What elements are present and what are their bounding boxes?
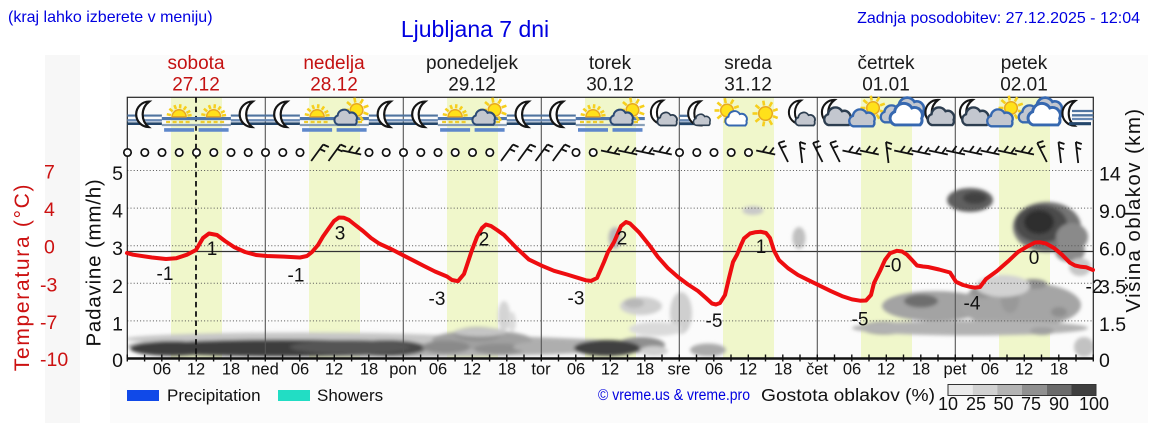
svg-text:18: 18 xyxy=(774,361,792,379)
svg-text:6.0: 6.0 xyxy=(1099,239,1126,261)
svg-text:0: 0 xyxy=(1099,350,1110,372)
svg-text:0: 0 xyxy=(44,237,55,259)
svg-text:1: 1 xyxy=(207,239,218,260)
svg-text:-10: -10 xyxy=(40,349,68,371)
svg-text:čet: čet xyxy=(806,361,828,379)
svg-text:12: 12 xyxy=(739,361,757,379)
svg-text:sre: sre xyxy=(668,361,691,379)
svg-text:30.12: 30.12 xyxy=(586,75,634,96)
svg-text:06: 06 xyxy=(705,361,723,379)
svg-text:pet: pet xyxy=(944,361,967,379)
svg-text:nedelja: nedelja xyxy=(303,53,365,74)
svg-text:9.0: 9.0 xyxy=(1099,201,1126,223)
svg-text:3: 3 xyxy=(335,224,346,245)
svg-text:12: 12 xyxy=(325,361,343,379)
svg-text:02.01: 02.01 xyxy=(1000,75,1048,96)
svg-text:18: 18 xyxy=(636,361,654,379)
svg-text:Gostota oblakov (%): Gostota oblakov (%) xyxy=(761,385,935,405)
svg-text:-5: -5 xyxy=(852,310,869,331)
svg-text:sreda: sreda xyxy=(724,53,772,74)
svg-text:(kraj lahko izberete v meniju): (kraj lahko izberete v meniju) xyxy=(8,9,213,26)
svg-text:06: 06 xyxy=(291,361,309,379)
svg-text:12: 12 xyxy=(601,361,619,379)
svg-text:18: 18 xyxy=(360,361,378,379)
svg-text:5: 5 xyxy=(112,163,123,185)
svg-text:06: 06 xyxy=(981,361,999,379)
svg-text:-3: -3 xyxy=(568,289,585,310)
svg-text:12: 12 xyxy=(1015,361,1033,379)
svg-text:Showers: Showers xyxy=(317,386,383,405)
svg-text:28.12: 28.12 xyxy=(310,75,358,96)
svg-text:2: 2 xyxy=(479,230,490,251)
svg-text:Ljubljana 7 dni: Ljubljana 7 dni xyxy=(401,16,549,42)
svg-text:0: 0 xyxy=(112,350,123,372)
svg-text:06: 06 xyxy=(153,361,171,379)
svg-text:-7: -7 xyxy=(40,312,57,334)
svg-text:Padavine (mm/h): Padavine (mm/h) xyxy=(83,178,106,346)
svg-text:-0: -0 xyxy=(885,256,902,277)
svg-text:100: 100 xyxy=(1079,394,1109,414)
svg-text:18: 18 xyxy=(222,361,240,379)
svg-text:12: 12 xyxy=(187,361,205,379)
svg-text:sobota: sobota xyxy=(167,53,224,74)
svg-text:1: 1 xyxy=(112,313,123,335)
svg-text:2: 2 xyxy=(112,276,123,298)
svg-text:12: 12 xyxy=(463,361,481,379)
svg-text:31.12: 31.12 xyxy=(724,75,772,96)
svg-text:© vreme.us & vreme.pro: © vreme.us & vreme.pro xyxy=(598,387,750,404)
svg-text:18: 18 xyxy=(912,361,930,379)
svg-text:7: 7 xyxy=(44,162,55,184)
svg-text:Temperatura (°C): Temperatura (°C) xyxy=(11,183,34,371)
svg-text:-3: -3 xyxy=(40,274,57,296)
svg-text:1: 1 xyxy=(756,237,767,258)
svg-text:Višina oblakov (km): Višina oblakov (km) xyxy=(1122,107,1145,312)
svg-text:01.01: 01.01 xyxy=(862,75,910,96)
svg-text:06: 06 xyxy=(429,361,447,379)
svg-text:25: 25 xyxy=(966,394,986,414)
svg-text:50: 50 xyxy=(993,394,1013,414)
svg-text:Precipitation: Precipitation xyxy=(167,386,261,405)
svg-text:petek: petek xyxy=(1001,53,1048,74)
svg-text:1.5: 1.5 xyxy=(1099,314,1126,336)
svg-text:torek: torek xyxy=(589,53,632,74)
svg-text:0: 0 xyxy=(1029,248,1040,269)
svg-text:-3: -3 xyxy=(429,289,446,310)
svg-text:Zadnja posodobitev: 27.12.2025: Zadnja posodobitev: 27.12.2025 - 12:04 xyxy=(857,10,1140,27)
svg-text:-1: -1 xyxy=(157,264,174,285)
svg-text:90: 90 xyxy=(1049,394,1069,414)
svg-text:14: 14 xyxy=(1099,164,1121,186)
svg-text:06: 06 xyxy=(567,361,585,379)
svg-text:-5: -5 xyxy=(706,311,723,332)
svg-text:ponedeljek: ponedeljek xyxy=(426,53,518,74)
svg-text:ned: ned xyxy=(251,361,279,379)
svg-text:-4: -4 xyxy=(964,294,981,315)
svg-text:-1: -1 xyxy=(288,266,305,287)
svg-text:četrtek: četrtek xyxy=(857,53,915,74)
svg-text:tor: tor xyxy=(531,361,551,379)
svg-text:4: 4 xyxy=(112,201,123,223)
svg-text:29.12: 29.12 xyxy=(448,75,496,96)
svg-text:pon: pon xyxy=(389,361,417,379)
svg-text:3: 3 xyxy=(112,238,123,260)
svg-text:18: 18 xyxy=(498,361,516,379)
svg-text:3.5: 3.5 xyxy=(1099,276,1126,298)
svg-text:10: 10 xyxy=(938,394,958,414)
svg-text:18: 18 xyxy=(1050,361,1068,379)
svg-text:4: 4 xyxy=(44,199,55,221)
svg-text:12: 12 xyxy=(877,361,895,379)
svg-text:27.12: 27.12 xyxy=(172,75,220,96)
svg-text:-2: -2 xyxy=(1086,277,1103,298)
svg-text:2: 2 xyxy=(617,229,628,250)
svg-text:75: 75 xyxy=(1021,394,1041,414)
svg-text:06: 06 xyxy=(843,361,861,379)
